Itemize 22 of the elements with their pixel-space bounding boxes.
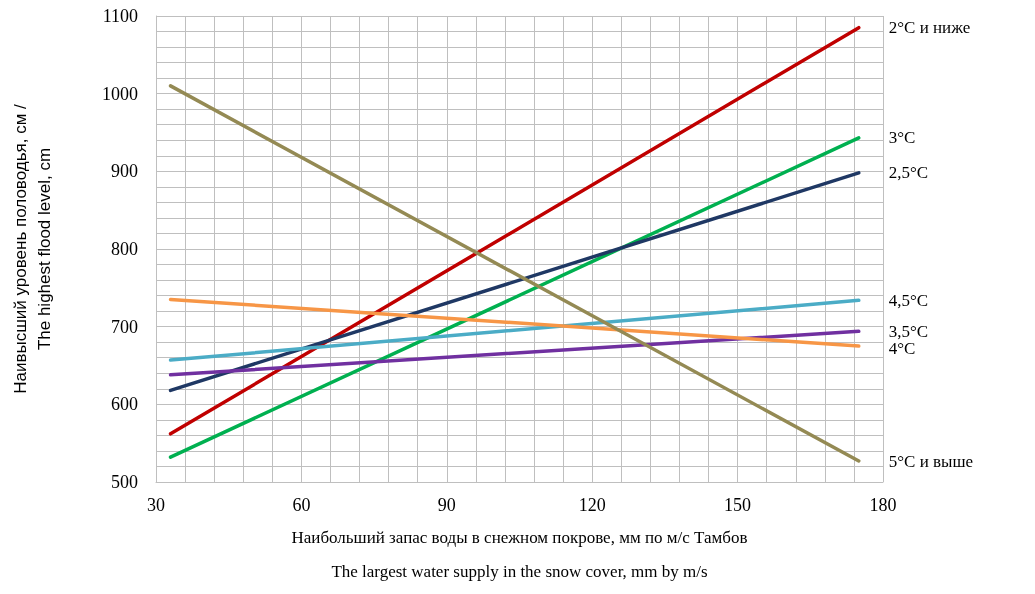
series-label: 4,5°C	[888, 290, 929, 310]
x-tick-label: 150	[724, 495, 752, 515]
y-axis-title: Наивысший уровень половодья, см / The highest flood level, cm	[10, 103, 54, 394]
x-tick-label: 180	[869, 495, 897, 515]
x-tick-label: 90	[437, 495, 456, 515]
x-tick-label: 30	[147, 495, 165, 515]
series-label: 3°C	[888, 128, 916, 148]
y-tick-label: 800	[111, 239, 138, 259]
series-label: 4°C	[888, 338, 916, 358]
series-label: 2,5°C	[888, 163, 929, 183]
y-tick-label: 900	[111, 161, 138, 182]
x-axis-title: Наибольший запас воды в снежном покрове, мм по м/с Тамбов The largest water supply in the snow cover, mm by m/s	[291, 527, 748, 581]
series-label: 5°C и выше	[888, 451, 974, 471]
y-tick-label: 600	[111, 394, 138, 415]
y-tick-label: 500	[111, 472, 138, 492]
x-tick-label: 60	[292, 495, 311, 515]
series-label: 3,5°C	[888, 321, 929, 341]
y-tick-label: 1100	[102, 6, 138, 26]
y-tick-label: 700	[111, 316, 138, 337]
y-tick-label: 1000	[102, 83, 138, 104]
x-tick-label: 120	[578, 495, 606, 515]
series-label: 2°C и ниже	[888, 18, 971, 38]
